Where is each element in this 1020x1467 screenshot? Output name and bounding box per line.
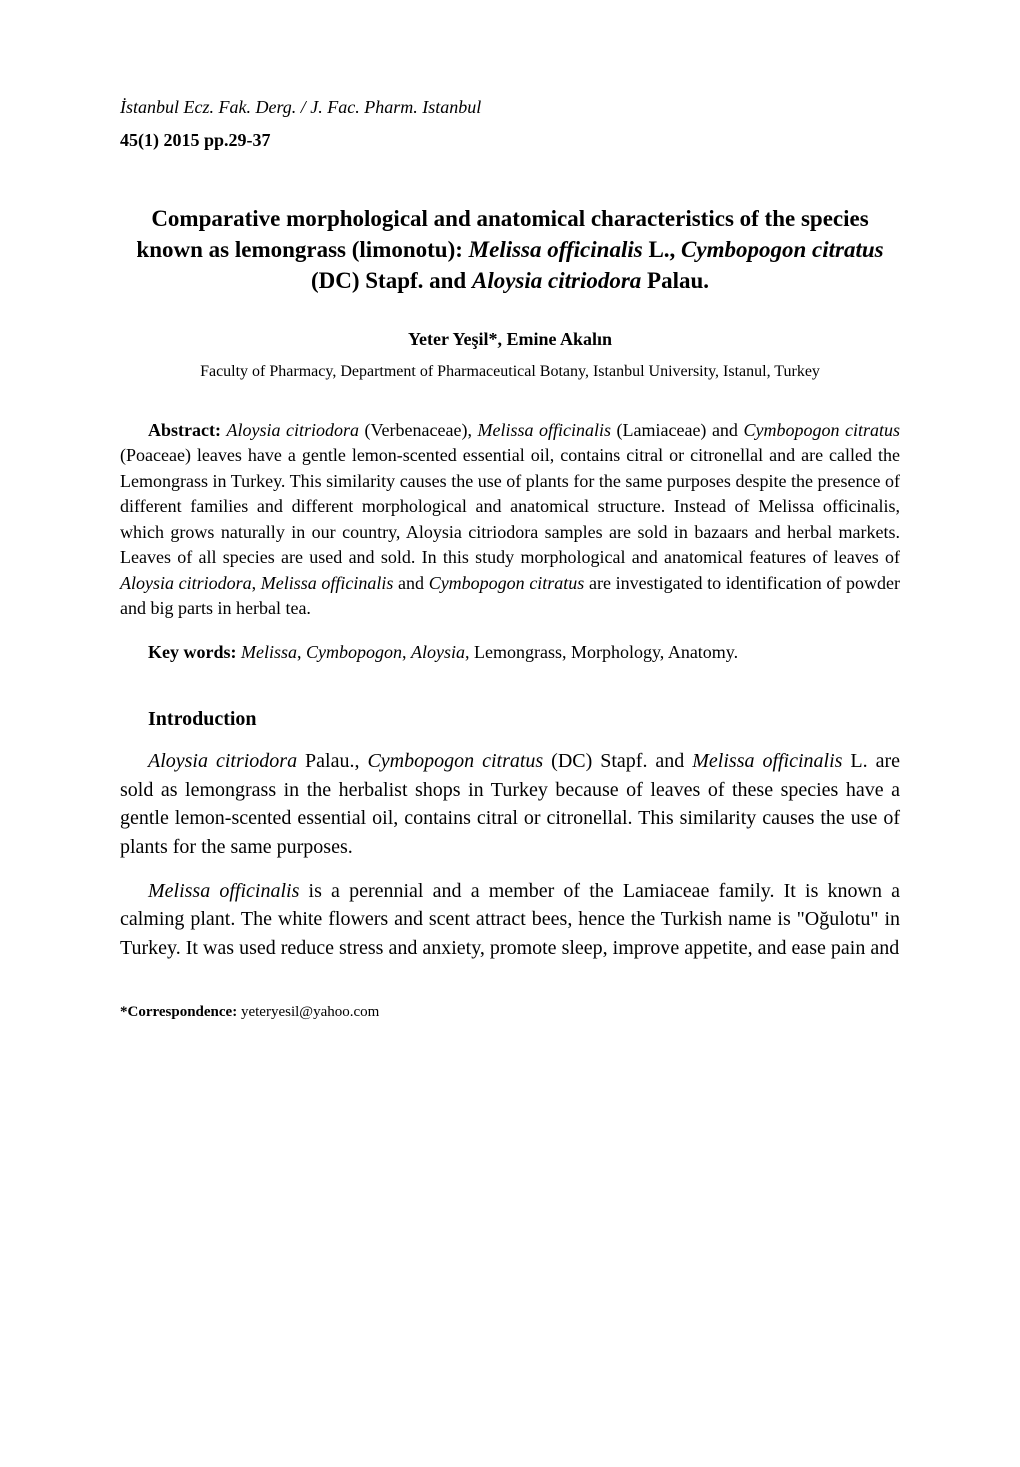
abstract-species-4: Aloysia citriodora — [120, 573, 252, 593]
keywords-paragraph: Key words: Melissa, Cymbopogon, Aloysia,… — [120, 640, 900, 666]
introduction-heading: Introduction — [120, 705, 900, 733]
issue-info: 45(1) 2015 pp.29-37 — [120, 128, 900, 153]
keyword-sep-2: , — [402, 642, 411, 662]
intro-p1-species-3: Melissa officinalis — [692, 750, 842, 772]
intro-p2-species-1: Melissa officinalis — [148, 880, 299, 902]
abstract-species-5: Melissa officinalis — [261, 573, 394, 593]
title-text-2: L., — [643, 237, 681, 262]
abstract-text-5: and — [393, 573, 428, 593]
title-text-3: (DC) Stapf. and — [311, 268, 472, 293]
keyword-2: Cymbopogon — [306, 642, 402, 662]
keyword-sep-1: , — [297, 642, 306, 662]
intro-p1-species-1: Aloysia citriodora — [148, 750, 297, 772]
intro-p1-text-1: Palau., — [297, 750, 367, 772]
title-text-4: Palau. — [641, 268, 709, 293]
journal-name: İstanbul Ecz. Fak. Derg. / J. Fac. Pharm… — [120, 95, 900, 120]
correspondence: *Correspondence: yeteryesil@yahoo.com — [120, 1002, 900, 1023]
keywords-rest: , Lemongrass, Morphology, Anatomy. — [465, 642, 738, 662]
abstract-text-1: (Verbenaceae), — [359, 420, 477, 440]
abstract-label: Abstract: — [148, 420, 227, 440]
correspondence-email: yeteryesil@yahoo.com — [241, 1004, 379, 1020]
abstract-species-3: Cymbopogon citratus — [743, 420, 900, 440]
title-species-1: Melissa officinalis — [469, 237, 643, 262]
abstract-species-2: Melissa officinalis — [477, 420, 611, 440]
affiliation: Faculty of Pharmacy, Department of Pharm… — [120, 362, 900, 383]
abstract-text-4: , — [252, 573, 261, 593]
abstract-paragraph: Abstract: Aloysia citriodora (Verbenacea… — [120, 418, 900, 622]
intro-paragraph-2: Melissa officinalis is a perennial and a… — [120, 877, 900, 962]
keywords-label: Key words: — [148, 642, 241, 662]
article-title: Comparative morphological and anatomical… — [120, 203, 900, 296]
title-species-2: Cymbopogon citratus — [681, 237, 884, 262]
intro-paragraph-1: Aloysia citriodora Palau., Cymbopogon ci… — [120, 747, 900, 861]
abstract-text-2: (Lamiaceae) and — [611, 420, 743, 440]
authors: Yeter Yeşil*, Emine Akalın — [120, 327, 900, 352]
keyword-1: Melissa — [241, 642, 297, 662]
intro-p1-species-2: Cymbopogon citratus — [367, 750, 543, 772]
abstract-species-1: Aloysia citriodora — [227, 420, 360, 440]
correspondence-label: *Correspondence: — [120, 1004, 241, 1020]
title-species-3: Aloysia citriodora — [472, 268, 641, 293]
keyword-3: Aloysia — [411, 642, 465, 662]
abstract-text-3: (Poaceae) leaves have a gentle lemon-sce… — [120, 445, 900, 567]
abstract-species-6: Cymbopogon citratus — [429, 573, 585, 593]
intro-p1-text-2: (DC) Stapf. and — [543, 750, 692, 772]
